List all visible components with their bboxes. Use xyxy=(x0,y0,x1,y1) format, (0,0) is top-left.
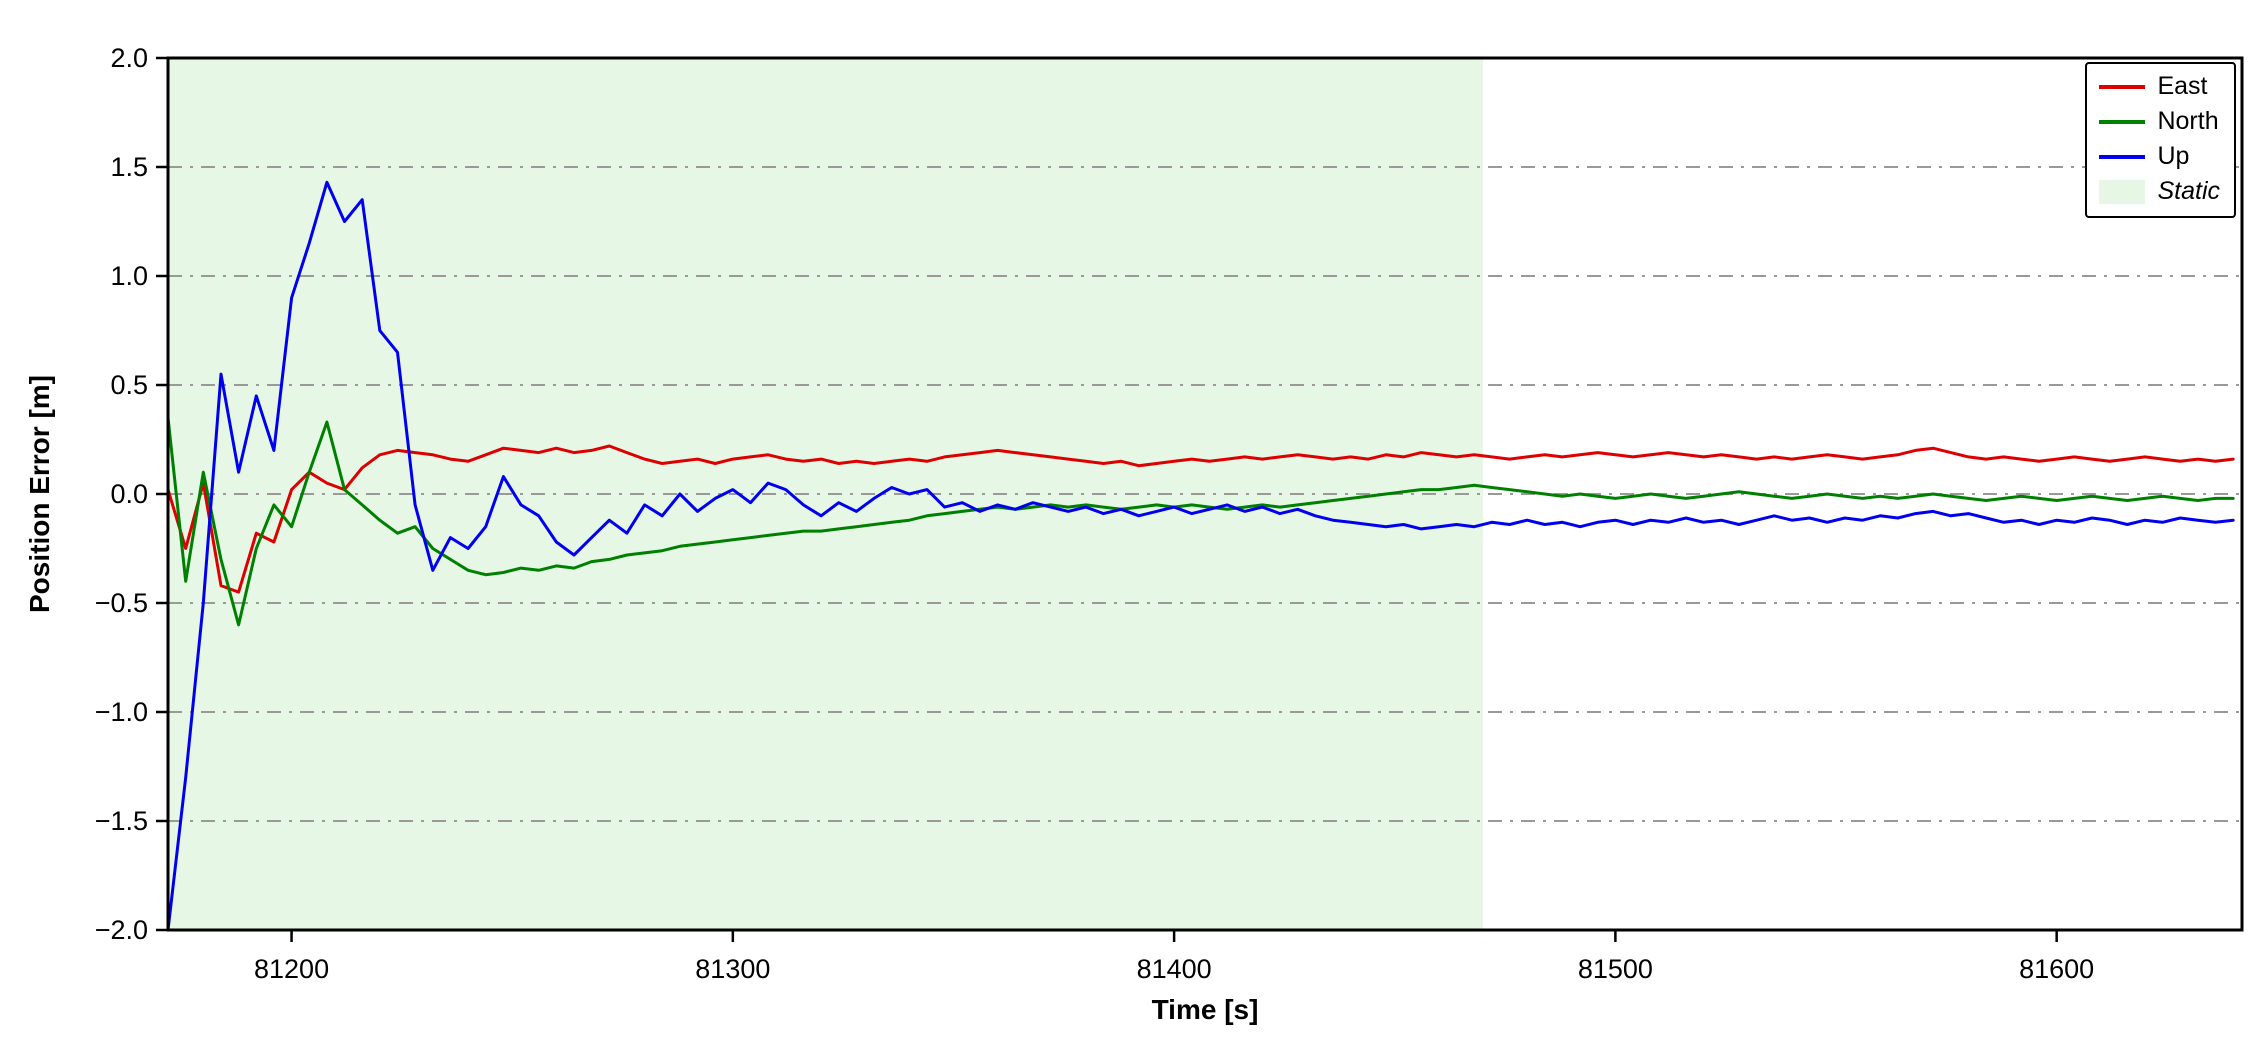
series-line-north xyxy=(168,416,2235,627)
y-tick-label-2.0: 2.0 xyxy=(110,43,148,73)
y-tick-label-−0.5: −0.5 xyxy=(95,588,148,618)
x-tick-label-81300: 81300 xyxy=(695,954,770,984)
series-line-east xyxy=(168,444,2235,594)
x-tick-label-81200: 81200 xyxy=(254,954,329,984)
legend-label-static: Static xyxy=(2157,177,2220,205)
static-region xyxy=(168,58,1484,930)
y-axis-label: Position Error [m] xyxy=(24,374,55,614)
x-tick-label-81600: 81600 xyxy=(2019,954,2094,984)
legend-label-up: Up xyxy=(2157,142,2190,170)
legend-entry-static: Static xyxy=(2099,175,2220,208)
legend-patch-swatch-static xyxy=(2099,179,2146,204)
legend-line-swatch-up xyxy=(2099,154,2146,159)
legend-label-north: North xyxy=(2157,107,2219,135)
series-line-up xyxy=(168,180,2235,930)
legend-entry-east: East xyxy=(2099,70,2220,103)
x-tick-label-81400: 81400 xyxy=(1137,954,1212,984)
y-tick-label-1.0: 1.0 xyxy=(110,261,148,291)
y-tick-label-1.5: 1.5 xyxy=(110,152,148,182)
legend-line-swatch-north xyxy=(2099,119,2146,124)
y-tick-label-−1.0: −1.0 xyxy=(95,697,148,727)
legend-entry-up: Up xyxy=(2099,140,2220,173)
legend-entry-north: North xyxy=(2099,105,2220,138)
y-tick-label-0.0: 0.0 xyxy=(110,479,148,509)
y-tick-label-0.5: 0.5 xyxy=(110,370,148,400)
x-axis-label: Time [s] xyxy=(1151,994,1259,1025)
y-tick-label-−1.5: −1.5 xyxy=(95,806,148,836)
legend: East North Up Static xyxy=(2085,62,2236,218)
x-tick-label-81500: 81500 xyxy=(1578,954,1653,984)
legend-line-swatch-east xyxy=(2099,84,2146,89)
y-tick-label-−2.0: −2.0 xyxy=(95,915,148,945)
legend-label-east: East xyxy=(2157,72,2208,100)
